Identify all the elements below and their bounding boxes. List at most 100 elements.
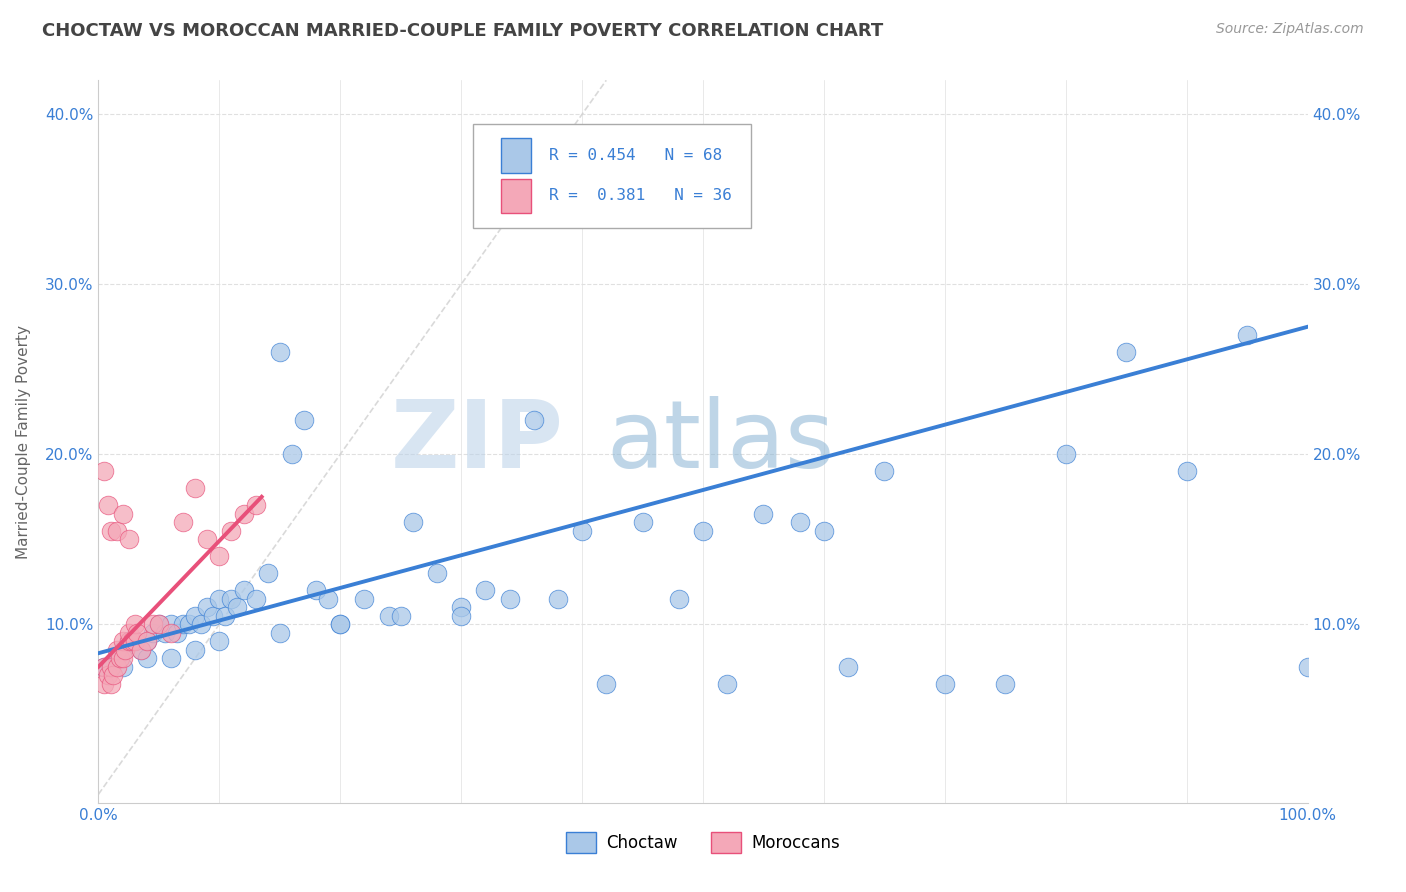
Point [245, 591, 267, 606]
Point [195, 600, 218, 615]
FancyBboxPatch shape [474, 124, 751, 228]
Point [114, 642, 136, 657]
Point [105, 524, 128, 538]
Point [232, 583, 254, 598]
Point [232, 507, 254, 521]
Point [202, 608, 225, 623]
Point [105, 642, 128, 657]
Point [195, 533, 218, 547]
Point [329, 617, 352, 632]
Text: ZIP: ZIP [391, 395, 564, 488]
Point [631, 516, 654, 530]
Point [752, 507, 775, 521]
Y-axis label: Married-Couple Family Poverty: Married-Couple Family Poverty [17, 325, 31, 558]
Point [93, 660, 115, 674]
Point [172, 617, 194, 632]
Point [93, 660, 115, 674]
Text: CHOCTAW VS MOROCCAN MARRIED-COUPLE FAMILY POVERTY CORRELATION CHART: CHOCTAW VS MOROCCAN MARRIED-COUPLE FAMIL… [42, 22, 883, 40]
Point [160, 625, 183, 640]
Point [97, 498, 120, 512]
Point [108, 651, 131, 665]
Point [142, 617, 165, 632]
Point [221, 524, 243, 538]
Point [93, 464, 115, 478]
Point [214, 608, 236, 623]
Point [153, 625, 176, 640]
Point [269, 345, 291, 359]
Point [100, 660, 122, 674]
Point [1236, 328, 1258, 343]
Point [474, 583, 496, 598]
Point [873, 464, 896, 478]
Point [813, 524, 835, 538]
Point [245, 498, 267, 512]
Point [208, 634, 231, 648]
Point [127, 625, 149, 640]
FancyBboxPatch shape [501, 138, 531, 173]
Point [124, 634, 146, 648]
Point [692, 524, 714, 538]
Point [160, 617, 183, 632]
Point [172, 516, 194, 530]
Point [166, 625, 188, 640]
Text: Source: ZipAtlas.com: Source: ZipAtlas.com [1216, 22, 1364, 37]
Point [142, 625, 165, 640]
Point [1175, 464, 1198, 478]
Point [100, 660, 122, 674]
Point [111, 634, 134, 648]
Point [1115, 345, 1137, 359]
Point [129, 642, 152, 657]
Point [111, 642, 134, 657]
Point [269, 625, 291, 640]
Point [547, 591, 569, 606]
Point [571, 524, 593, 538]
Point [668, 591, 690, 606]
Point [595, 677, 617, 691]
Point [118, 533, 141, 547]
Point [716, 677, 738, 691]
Point [111, 660, 134, 674]
Point [450, 608, 472, 623]
Point [135, 651, 157, 665]
Text: R = 0.454   N = 68: R = 0.454 N = 68 [550, 148, 723, 163]
Point [789, 516, 811, 530]
Point [97, 668, 120, 682]
Point [498, 591, 520, 606]
Point [118, 634, 141, 648]
Text: R =  0.381   N = 36: R = 0.381 N = 36 [550, 188, 733, 203]
Point [1054, 447, 1077, 461]
Point [111, 507, 134, 521]
Point [148, 617, 170, 632]
Point [124, 617, 146, 632]
Point [353, 591, 375, 606]
Point [100, 524, 122, 538]
Point [129, 642, 152, 657]
Point [118, 625, 141, 640]
Point [226, 600, 249, 615]
Point [402, 516, 425, 530]
Point [190, 617, 212, 632]
Point [93, 677, 115, 691]
Point [101, 668, 124, 682]
Point [256, 566, 278, 581]
Point [281, 447, 304, 461]
Point [105, 660, 128, 674]
Point [208, 591, 231, 606]
Point [329, 617, 352, 632]
Point [184, 642, 207, 657]
Point [184, 608, 207, 623]
Point [118, 634, 141, 648]
Point [184, 481, 207, 495]
Point [124, 634, 146, 648]
Point [121, 634, 143, 648]
Point [208, 549, 231, 564]
Point [135, 634, 157, 648]
Point [426, 566, 449, 581]
Point [1296, 660, 1319, 674]
Point [389, 608, 412, 623]
Point [160, 651, 183, 665]
Point [292, 413, 315, 427]
Point [523, 413, 546, 427]
Point [105, 651, 128, 665]
Text: atlas: atlas [606, 395, 835, 488]
